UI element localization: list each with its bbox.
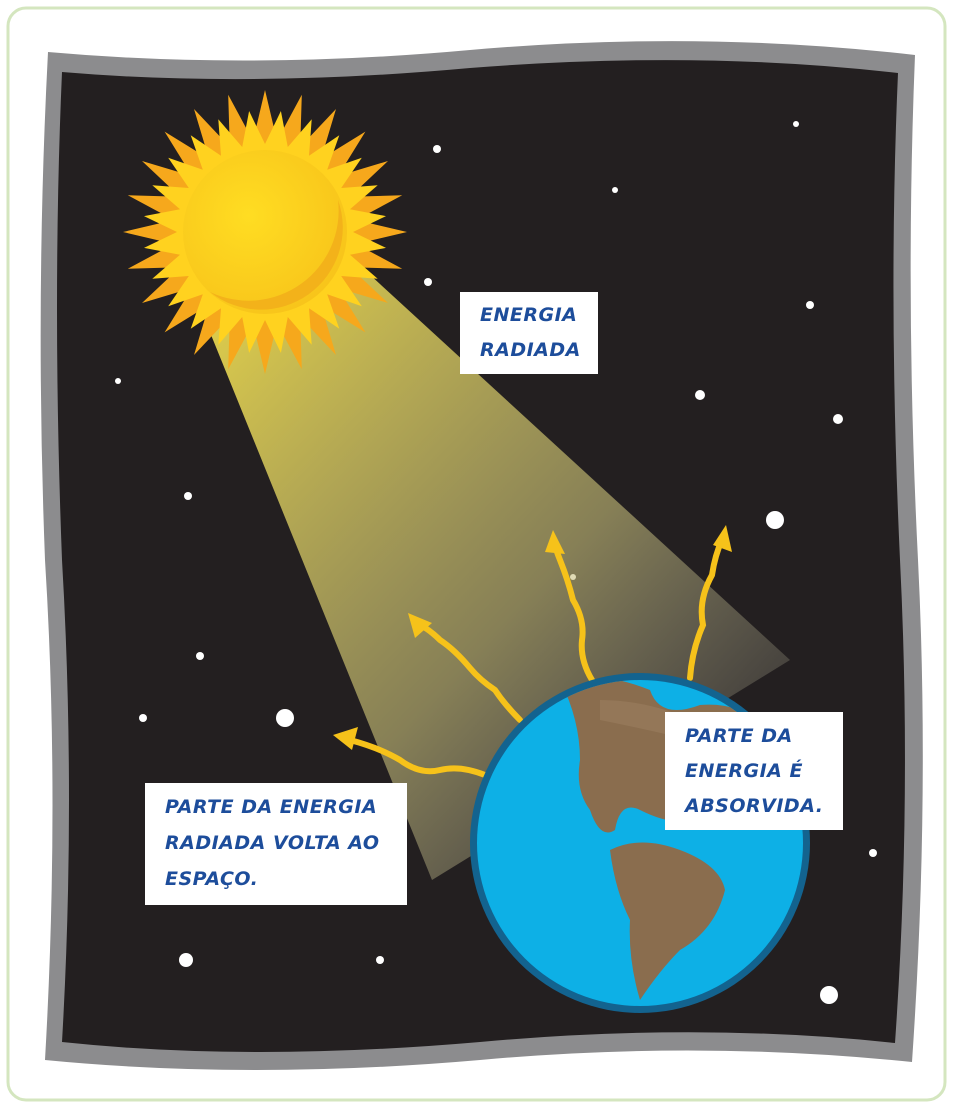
arrow-heads [333,525,732,750]
label-line: ENERGIA [480,304,577,326]
label-box [460,292,598,374]
label-box [665,712,843,830]
label-box [145,783,407,905]
label-line: ABSORVIDA. [683,795,823,817]
label-line: RADIADA [480,339,581,361]
stars [115,121,877,1004]
label-line: ENERGIA É [685,759,803,782]
label-line: PARTE DA ENERGIA [165,796,377,818]
reflected-rays [347,537,725,778]
sun-shade [210,200,343,310]
label-line: PARTE DA [685,725,793,747]
label-line: RADIADA VOLTA AO [165,832,380,854]
label-line: ESPAÇO. [165,868,258,890]
sun [183,150,347,314]
